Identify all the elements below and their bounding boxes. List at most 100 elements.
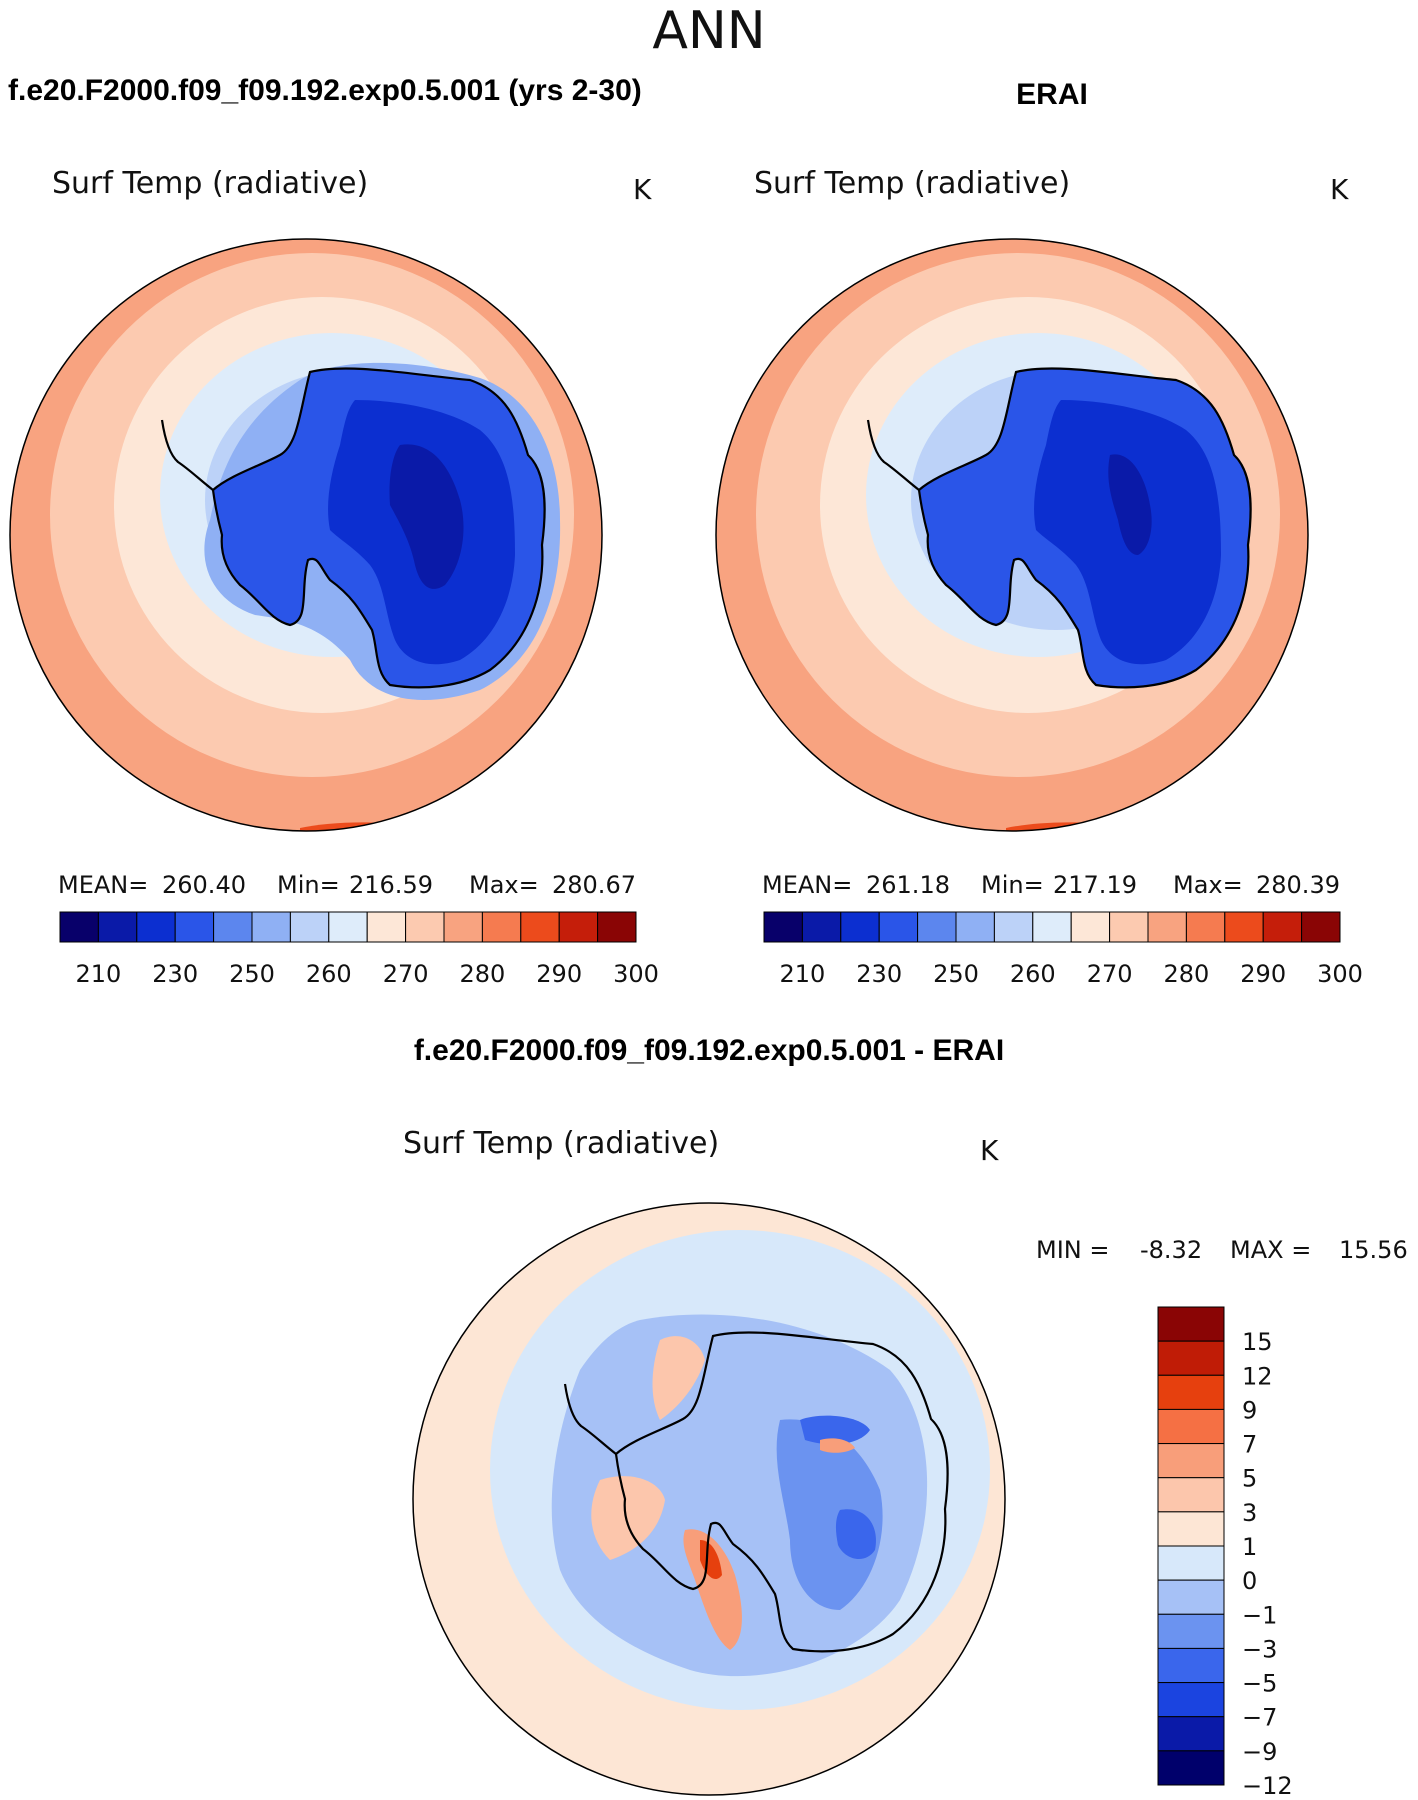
obs-units: K <box>1330 173 1349 206</box>
obs-antarctica-coast <box>917 367 1252 689</box>
model-colorbar-swatch <box>59 911 99 943</box>
diff-colorbar-swatch <box>1157 1545 1225 1581</box>
model-map-border <box>9 238 603 832</box>
model-max-value: 280.67 <box>552 871 636 899</box>
diff-colorbar-tick-label: 7 <box>1242 1431 1257 1459</box>
model-colorbar-tick-label: 250 <box>229 960 275 988</box>
diff-band-neg-5 <box>776 1419 883 1610</box>
diff-colorbar <box>1157 1306 1225 1786</box>
obs-colorbar-ticks: 210 230 250 260 270 280 290 300 <box>779 960 1362 988</box>
diff-warm-2 <box>591 1476 665 1560</box>
obs-stats: MEAN= 261.18 Min= 217.19 Max= 280.39 <box>762 871 1340 899</box>
obs-colorbar-swatch <box>1109 911 1149 943</box>
diff-case-title: f.e20.F2000.f09_f09.192.exp0.5.001 - ERA… <box>414 1034 1004 1067</box>
model-colorbar-swatch <box>328 911 368 943</box>
obs-colorbar-swatch <box>1301 911 1341 943</box>
diff-colorbar-swatch <box>1157 1374 1225 1410</box>
diff-colorbar-tick-label: 3 <box>1242 1499 1257 1527</box>
diff-colorbar-tick-label: 5 <box>1242 1465 1257 1493</box>
model-colorbar-tick-label: 260 <box>306 960 352 988</box>
obs-colorbar-tick-label: 290 <box>1240 960 1286 988</box>
model-colorbar-swatch <box>366 911 407 943</box>
obs-colorbar-tick-label: 300 <box>1317 960 1363 988</box>
obs-colorbar <box>763 911 1341 943</box>
diff-var-title: Surf Temp (radiative) <box>403 1126 719 1161</box>
model-colorbar-swatch <box>443 911 483 943</box>
obs-max-label: Max= <box>1173 871 1243 899</box>
diff-colorbar-tick-label: 0 <box>1242 1567 1257 1595</box>
model-colorbar-swatch <box>97 911 138 943</box>
obs-colorbar-swatch <box>1224 911 1264 943</box>
obs-colorbar-swatch <box>801 911 842 943</box>
diff-map-border <box>412 1202 1006 1796</box>
obs-colorbar-tick-label: 230 <box>856 960 902 988</box>
model-colorbar-swatch <box>405 911 445 943</box>
model-colorbar-swatch <box>558 911 599 943</box>
diff-colorbar-swatch <box>1157 1647 1225 1684</box>
diff-units: K <box>980 1134 999 1167</box>
model-colorbar-swatch <box>251 911 291 943</box>
obs-case-title: ERAI <box>1016 78 1088 111</box>
diff-band-neg-7b <box>800 1415 870 1445</box>
model-mean-label: MEAN= <box>58 871 148 899</box>
model-max-label: Max= <box>469 871 539 899</box>
diff-map <box>413 1203 1005 1795</box>
diff-warm-1 <box>652 1336 705 1420</box>
diff-min-label: MIN = <box>1036 1236 1109 1264</box>
diff-colorbar-swatch <box>1157 1750 1225 1786</box>
obs-colorbar-swatch <box>840 911 880 943</box>
diff-colorbar-swatch <box>1157 1511 1225 1547</box>
model-var-title: Surf Temp (radiative) <box>52 166 368 201</box>
antarctic-peninsula <box>160 419 214 491</box>
obs-colorbar-swatch <box>1032 911 1072 943</box>
model-colorbar <box>59 911 637 943</box>
model-colorbar-swatch <box>597 911 637 943</box>
model-colorbar-tick-label: 270 <box>383 960 429 988</box>
diff-colorbar-tick-label: 12 <box>1242 1362 1273 1390</box>
obs-colorbar-swatch <box>1262 911 1303 943</box>
diff-max-value: 15.56 <box>1339 1236 1408 1264</box>
obs-colorbar-tick-label: 250 <box>933 960 979 988</box>
diff-colorbar-tick-label: 15 <box>1242 1328 1273 1356</box>
obs-mean-value: 261.18 <box>866 871 950 899</box>
diff-colorbar-tick-label: 1 <box>1242 1533 1257 1561</box>
panel-obs: ERAI Surf Temp (radiative) K MEAN= 261.1… <box>715 78 1363 988</box>
panel-diff: f.e20.F2000.f09_f09.192.exp0.5.001 - ERA… <box>403 1034 1408 1800</box>
panel-model: f.e20.F2000.f09_f09.192.exp0.5.001 (yrs … <box>8 74 659 988</box>
obs-colorbar-swatch <box>993 911 1034 943</box>
model-colorbar-tick-label: 230 <box>152 960 198 988</box>
diff-colorbar-swatch <box>1157 1306 1225 1342</box>
model-colorbar-swatch <box>174 911 215 943</box>
obs-mean-label: MEAN= <box>762 871 852 899</box>
diff-colorbar-swatch <box>1157 1408 1225 1445</box>
model-units: K <box>633 173 652 206</box>
model-colorbar-tick-label: 290 <box>536 960 582 988</box>
model-colorbar-swatch <box>520 911 560 943</box>
diff-colorbar-swatch <box>1157 1682 1225 1718</box>
model-colorbar-tick-label: 210 <box>75 960 121 988</box>
obs-var-title: Surf Temp (radiative) <box>754 166 1070 201</box>
diff-colorbar-swatch <box>1157 1579 1225 1615</box>
obs-colorbar-tick-label: 280 <box>1163 960 1209 988</box>
diff-colorbar-swatch <box>1157 1716 1225 1752</box>
diff-colorbar-tick-label: −1 <box>1242 1601 1277 1629</box>
model-min-label: Min= <box>277 871 340 899</box>
diff-colorbar-tick-label: −5 <box>1242 1670 1277 1698</box>
diff-min-value: -8.32 <box>1140 1236 1202 1264</box>
obs-colorbar-tick-label: 210 <box>779 960 825 988</box>
obs-max-value: 280.39 <box>1256 871 1340 899</box>
obs-colorbar-swatch <box>1185 911 1226 943</box>
model-min-value: 216.59 <box>349 871 433 899</box>
model-colorbar-ticks: 210 230 250 260 270 280 290 300 <box>75 960 658 988</box>
model-colorbar-tick-label: 280 <box>459 960 505 988</box>
model-colorbar-swatch <box>289 911 330 943</box>
diff-antarctica-coast <box>614 1331 949 1653</box>
diff-band-neg-7 <box>835 1509 876 1560</box>
obs-map-border <box>715 238 1309 832</box>
model-stats: MEAN= 260.40 Min= 216.59 Max= 280.67 <box>58 871 636 899</box>
model-colorbar-swatch <box>136 911 176 943</box>
diff-warm-5 <box>820 1438 855 1453</box>
model-colorbar-tick-label: 300 <box>613 960 659 988</box>
